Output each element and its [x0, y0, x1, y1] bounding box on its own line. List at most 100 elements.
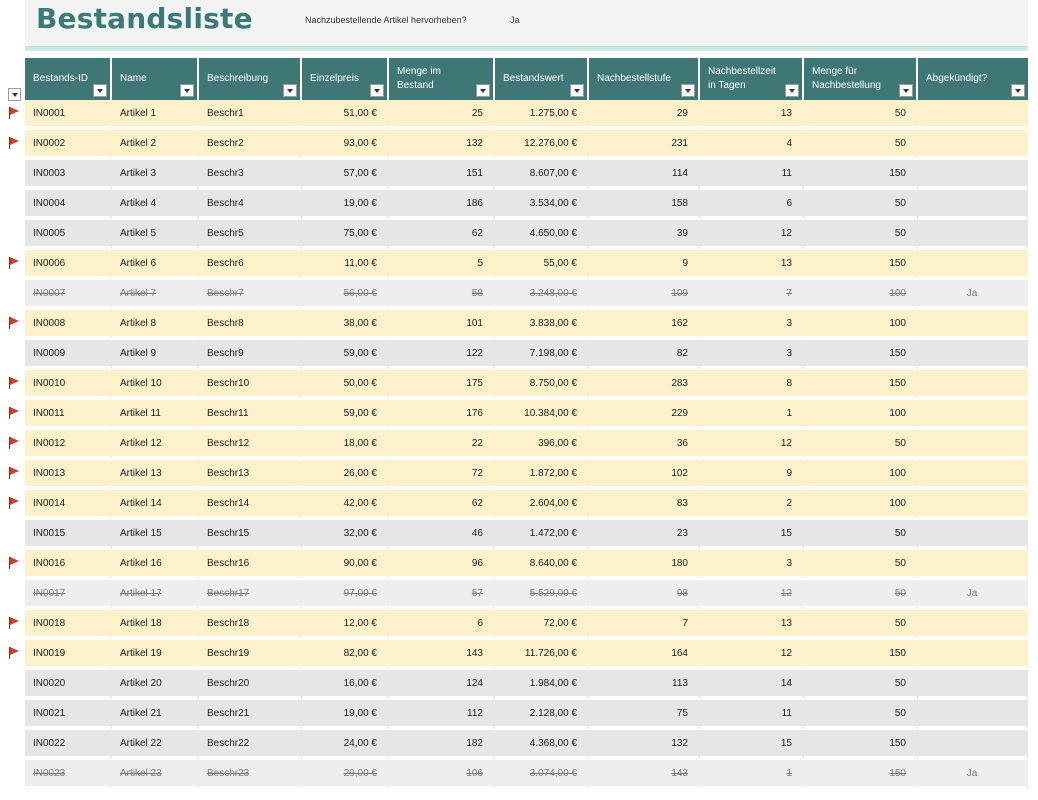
cell-description[interactable]: Beschr18: [199, 610, 302, 640]
filter-dropdown-button[interactable]: [93, 84, 107, 97]
cell-stock-value[interactable]: 3.248,00 €: [495, 280, 589, 310]
highlight-reorder-value[interactable]: Ja: [510, 15, 520, 25]
cell-reorder-qty[interactable]: 100: [804, 460, 918, 490]
cell-reorder-qty[interactable]: 150: [804, 760, 918, 790]
cell-reorder-level[interactable]: 75: [589, 700, 700, 730]
cell-name[interactable]: Artikel 13: [112, 460, 199, 490]
cell-stock-value[interactable]: 2.604,00 €: [495, 490, 589, 520]
cell-unit-price[interactable]: 59,00 €: [302, 340, 389, 370]
cell-reorder-qty[interactable]: 50: [804, 550, 918, 580]
cell-qty-in-stock[interactable]: 122: [389, 340, 495, 370]
cell-qty-in-stock[interactable]: 62: [389, 220, 495, 250]
cell-unit-price[interactable]: 59,00 €: [302, 400, 389, 430]
table-row[interactable]: IN0017 Artikel 17 Beschr17 97,00 € 57 5.529,0…: [25, 580, 1028, 610]
filter-dropdown-button[interactable]: [681, 84, 695, 97]
cell-discontinued[interactable]: [918, 550, 1028, 580]
table-row[interactable]: IN0010 Artikel 10 Beschr10 50,00 € 175 8.750,…: [9, 370, 1028, 400]
filter-dropdown-button[interactable]: [180, 84, 194, 97]
cell-name[interactable]: Artikel 12: [112, 430, 199, 460]
cell-qty-in-stock[interactable]: 6: [389, 610, 495, 640]
cell-name[interactable]: Artikel 18: [112, 610, 199, 640]
table-row[interactable]: IN0018 Artikel 18 Beschr18 12,00 € 6 72,00 € 7…: [9, 610, 1028, 640]
cell-name[interactable]: Artikel 7: [112, 280, 199, 310]
cell-discontinued[interactable]: [918, 400, 1028, 430]
cell-qty-in-stock[interactable]: 25: [389, 100, 495, 130]
cell-reorder-level[interactable]: 180: [589, 550, 700, 580]
cell-stock-value[interactable]: 3.534,00 €: [495, 190, 589, 220]
cell-name[interactable]: Artikel 22: [112, 730, 199, 760]
cell-reorder-level[interactable]: 114: [589, 160, 700, 190]
cell-stock-value[interactable]: 396,00 €: [495, 430, 589, 460]
cell-stock-value[interactable]: 5.529,00 €: [495, 580, 589, 610]
cell-discontinued[interactable]: [918, 730, 1028, 760]
cell-reorder-days[interactable]: 13: [700, 250, 804, 280]
cell-qty-in-stock[interactable]: 72: [389, 460, 495, 490]
cell-reorder-days[interactable]: 13: [700, 610, 804, 640]
cell-qty-in-stock[interactable]: 132: [389, 130, 495, 160]
cell-name[interactable]: Artikel 2: [112, 130, 199, 160]
cell-id[interactable]: IN0005: [25, 220, 112, 250]
cell-discontinued[interactable]: [918, 610, 1028, 640]
filter-dropdown-button[interactable]: [570, 84, 584, 97]
cell-reorder-days[interactable]: 3: [700, 310, 804, 340]
cell-id[interactable]: IN0016: [9, 550, 112, 580]
cell-reorder-days[interactable]: 15: [700, 520, 804, 550]
cell-reorder-qty[interactable]: 150: [804, 340, 918, 370]
cell-description[interactable]: Beschr17: [199, 580, 302, 610]
cell-reorder-days[interactable]: 8: [700, 370, 804, 400]
cell-name[interactable]: Artikel 10: [112, 370, 199, 400]
table-row[interactable]: IN0013 Artikel 13 Beschr13 26,00 € 72 1.872,0…: [9, 460, 1028, 490]
cell-reorder-days[interactable]: 6: [700, 190, 804, 220]
cell-unit-price[interactable]: 82,00 €: [302, 640, 389, 670]
cell-reorder-days[interactable]: 11: [700, 700, 804, 730]
cell-id[interactable]: IN0023: [25, 760, 112, 790]
cell-id[interactable]: IN0019: [9, 640, 112, 670]
cell-reorder-days[interactable]: 3: [700, 340, 804, 370]
cell-id[interactable]: IN0006: [9, 250, 112, 280]
filter-dropdown-button[interactable]: [283, 84, 297, 97]
cell-discontinued[interactable]: [918, 220, 1028, 250]
cell-stock-value[interactable]: 1.275,00 €: [495, 100, 589, 130]
cell-reorder-qty[interactable]: 50: [804, 430, 918, 460]
cell-qty-in-stock[interactable]: 124: [389, 670, 495, 700]
table-row[interactable]: IN0001 Artikel 1 Beschr1 51,00 € 25 1.275,00 …: [9, 100, 1028, 130]
cell-stock-value[interactable]: 1.984,00 €: [495, 670, 589, 700]
cell-description[interactable]: Beschr20: [199, 670, 302, 700]
cell-reorder-qty[interactable]: 100: [804, 400, 918, 430]
cell-reorder-days[interactable]: 1: [700, 400, 804, 430]
cell-reorder-qty[interactable]: 50: [804, 100, 918, 130]
cell-reorder-level[interactable]: 109: [589, 280, 700, 310]
cell-description[interactable]: Beschr3: [199, 160, 302, 190]
cell-reorder-days[interactable]: 4: [700, 130, 804, 160]
cell-reorder-level[interactable]: 39: [589, 220, 700, 250]
cell-reorder-level[interactable]: 98: [589, 580, 700, 610]
cell-unit-price[interactable]: 97,00 €: [302, 580, 389, 610]
cell-reorder-level[interactable]: 143: [589, 760, 700, 790]
cell-unit-price[interactable]: 56,00 €: [302, 280, 389, 310]
cell-discontinued[interactable]: Ja: [918, 280, 1028, 310]
cell-reorder-qty[interactable]: 50: [804, 700, 918, 730]
cell-stock-value[interactable]: 4.368,00 €: [495, 730, 589, 760]
cell-stock-value[interactable]: 3.838,00 €: [495, 310, 589, 340]
cell-reorder-level[interactable]: 7: [589, 610, 700, 640]
cell-discontinued[interactable]: [918, 340, 1028, 370]
cell-id[interactable]: IN0012: [9, 430, 112, 460]
cell-qty-in-stock[interactable]: 101: [389, 310, 495, 340]
cell-name[interactable]: Artikel 11: [112, 400, 199, 430]
cell-stock-value[interactable]: 3.074,00 €: [495, 760, 589, 790]
table-row[interactable]: IN0003 Artikel 3 Beschr3 57,00 € 151 8.607,00…: [25, 160, 1028, 190]
cell-id[interactable]: IN0021: [25, 700, 112, 730]
cell-description[interactable]: Beschr19: [199, 640, 302, 670]
cell-reorder-level[interactable]: 231: [589, 130, 700, 160]
cell-unit-price[interactable]: 26,00 €: [302, 460, 389, 490]
cell-name[interactable]: Artikel 4: [112, 190, 199, 220]
table-row[interactable]: IN0002 Artikel 2 Beschr2 93,00 € 132 12.276,0…: [9, 130, 1028, 160]
table-row[interactable]: IN0022 Artikel 22 Beschr22 24,00 € 182 4.368,…: [25, 730, 1028, 760]
cell-unit-price[interactable]: 38,00 €: [302, 310, 389, 340]
cell-name[interactable]: Artikel 17: [112, 580, 199, 610]
cell-reorder-level[interactable]: 29: [589, 100, 700, 130]
table-row[interactable]: IN0009 Artikel 9 Beschr9 59,00 € 122 7.198,00…: [25, 340, 1028, 370]
cell-stock-value[interactable]: 4.650,00 €: [495, 220, 589, 250]
cell-name[interactable]: Artikel 20: [112, 670, 199, 700]
cell-unit-price[interactable]: 19,00 €: [302, 700, 389, 730]
